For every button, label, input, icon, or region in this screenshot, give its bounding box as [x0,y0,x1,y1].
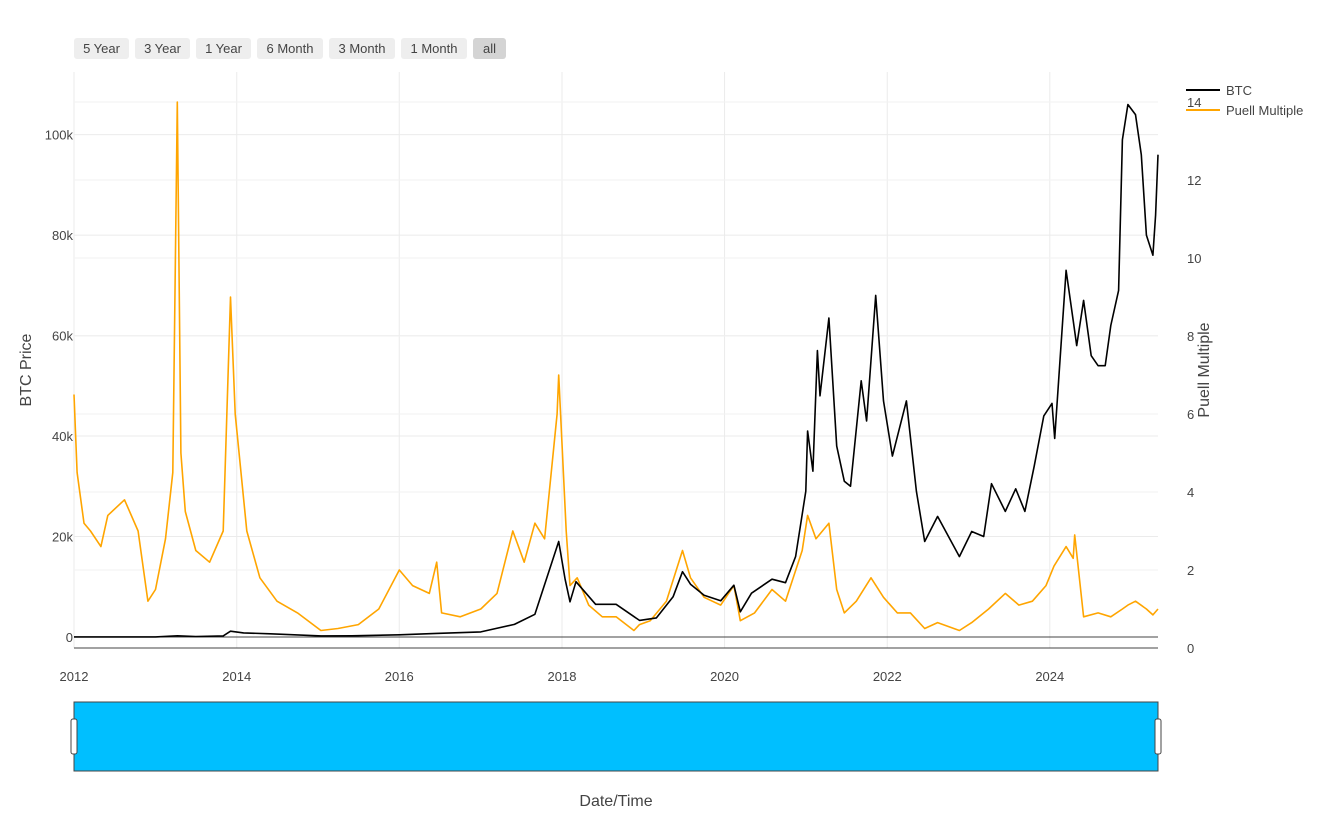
x-tick-label: 2018 [548,669,577,684]
range-slider-handle-right[interactable] [1154,718,1162,755]
y2-tick-label: 0 [1187,641,1194,656]
y2-axis-title: Puell Multiple [1196,322,1213,417]
range-button-3-month[interactable]: 3 Month [329,38,395,59]
range-button-5-year[interactable]: 5 Year [74,38,129,59]
legend-item-btc[interactable]: BTC [1186,83,1252,98]
y-gridlines [74,101,1158,649]
y2-tick-label: 8 [1187,329,1194,344]
y2-tick-label: 6 [1187,407,1194,422]
range-slider-handle-left[interactable] [70,718,78,755]
x-axis-title: Date/Time [579,793,652,810]
y-tick-label: 20k [52,529,73,544]
legend: BTC Puell Multiple [1186,83,1303,118]
y-axis-left: 0 20k 40k 60k 80k 100k [45,128,74,645]
range-button-all[interactable]: all [473,38,506,59]
x-axis: 2012 2014 2016 2018 2020 2022 2024 [60,669,1065,684]
y2-tick-label: 2 [1187,563,1194,578]
range-button-6-month[interactable]: 6 Month [257,38,323,59]
y2-tick-label: 14 [1187,95,1201,110]
puell-multiple-line [73,101,1159,632]
y-tick-label: 100k [45,128,74,143]
legend-label-btc: BTC [1226,83,1252,98]
x-tick-label: 2016 [385,669,414,684]
x-tick-label: 2014 [222,669,251,684]
y-axis-right: 0 2 4 6 8 10 12 14 [1187,95,1201,656]
btc-price-line [74,103,1159,638]
range-slider[interactable] [70,701,1162,772]
y2-tick-label: 10 [1187,251,1201,266]
y-tick-label: 80k [52,228,73,243]
y-tick-label: 60k [52,329,73,344]
legend-item-puell[interactable]: Puell Multiple [1186,103,1303,118]
range-button-1-year[interactable]: 1 Year [196,38,251,59]
range-button-3-year[interactable]: 3 Year [135,38,190,59]
y-tick-label: 0 [66,630,73,645]
y2-tick-label: 12 [1187,173,1201,188]
y-axis-title: BTC Price [18,333,35,406]
plot-area[interactable] [73,101,1159,638]
x-tick-label: 2022 [873,669,902,684]
x-tick-label: 2020 [710,669,739,684]
x-tick-label: 2012 [60,669,89,684]
y2-tick-label: 4 [1187,485,1194,500]
range-slider-track[interactable] [73,701,1159,772]
x-tick-label: 2024 [1035,669,1064,684]
range-button-1-month[interactable]: 1 Month [401,38,467,59]
legend-label-puell: Puell Multiple [1226,103,1303,118]
x-gridlines [73,72,1051,648]
y-tick-label: 40k [52,429,73,444]
